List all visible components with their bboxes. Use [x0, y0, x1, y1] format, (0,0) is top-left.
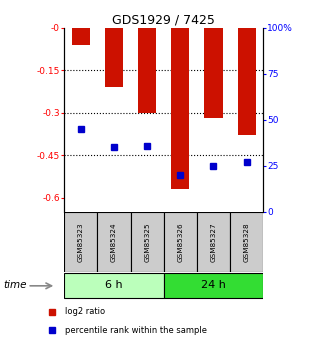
Text: log2 ratio: log2 ratio [65, 307, 106, 316]
Text: GSM85326: GSM85326 [177, 222, 183, 262]
Text: GSM85325: GSM85325 [144, 222, 150, 262]
Text: percentile rank within the sample: percentile rank within the sample [65, 326, 207, 335]
Bar [64, 212, 97, 272]
Bar [230, 212, 263, 272]
Bar [197, 212, 230, 272]
Text: GSM85328: GSM85328 [244, 222, 250, 262]
Bar [171, 28, 189, 189]
Bar [105, 28, 123, 87]
Bar [164, 212, 197, 272]
Bar [131, 212, 164, 272]
Bar [64, 273, 164, 298]
Text: GSM85324: GSM85324 [111, 222, 117, 262]
Bar [72, 28, 90, 45]
Text: 6 h: 6 h [105, 280, 123, 290]
Bar [164, 273, 263, 298]
Text: time: time [3, 280, 27, 290]
Bar [238, 28, 256, 135]
Text: GSM85327: GSM85327 [211, 222, 216, 262]
Title: GDS1929 / 7425: GDS1929 / 7425 [112, 13, 215, 27]
Bar [204, 28, 222, 118]
Text: 24 h: 24 h [201, 280, 226, 290]
Bar [97, 212, 131, 272]
Bar [138, 28, 156, 112]
Text: GSM85323: GSM85323 [78, 222, 84, 262]
